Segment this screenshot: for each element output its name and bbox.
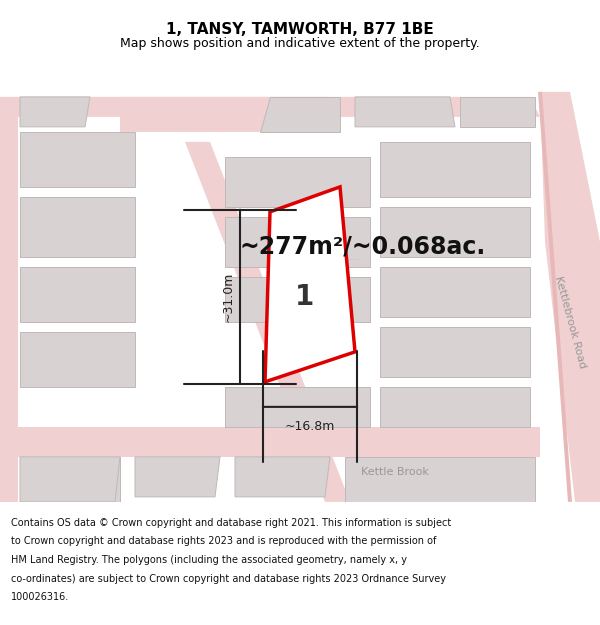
Polygon shape [540, 92, 600, 502]
Text: Kettle Brook: Kettle Brook [361, 467, 429, 477]
Polygon shape [345, 457, 535, 502]
Polygon shape [225, 277, 370, 322]
Polygon shape [225, 157, 370, 207]
Text: 1: 1 [295, 283, 314, 311]
Polygon shape [260, 97, 340, 132]
Text: Kettlebrook Road: Kettlebrook Road [553, 274, 587, 369]
Polygon shape [20, 457, 120, 502]
Polygon shape [135, 457, 220, 497]
Text: Tan...: Tan... [330, 252, 360, 262]
Text: 1, TANSY, TAMWORTH, B77 1BE: 1, TANSY, TAMWORTH, B77 1BE [166, 22, 434, 37]
Polygon shape [225, 387, 370, 427]
Polygon shape [380, 267, 530, 317]
Polygon shape [235, 457, 330, 497]
Polygon shape [380, 142, 530, 197]
Text: HM Land Registry. The polygons (including the associated geometry, namely x, y: HM Land Registry. The polygons (includin… [11, 555, 407, 565]
Polygon shape [0, 97, 18, 502]
Text: ~16.8m: ~16.8m [285, 421, 335, 433]
Polygon shape [380, 387, 530, 427]
Polygon shape [538, 92, 572, 502]
Polygon shape [20, 332, 135, 387]
Text: co-ordinates) are subject to Crown copyright and database rights 2023 Ordnance S: co-ordinates) are subject to Crown copyr… [11, 574, 446, 584]
Polygon shape [120, 97, 340, 132]
Polygon shape [380, 207, 530, 257]
Polygon shape [20, 457, 120, 502]
Polygon shape [20, 132, 135, 187]
Polygon shape [0, 97, 540, 117]
Polygon shape [185, 142, 350, 502]
Polygon shape [225, 217, 370, 267]
Text: Map shows position and indicative extent of the property.: Map shows position and indicative extent… [120, 38, 480, 51]
Polygon shape [265, 187, 355, 382]
Text: ~277m²/~0.068ac.: ~277m²/~0.068ac. [240, 235, 486, 259]
Text: 100026316.: 100026316. [11, 592, 69, 602]
Text: ~31.0m: ~31.0m [221, 272, 235, 322]
Polygon shape [20, 197, 135, 257]
Polygon shape [355, 97, 455, 127]
Polygon shape [380, 327, 530, 377]
Polygon shape [20, 267, 135, 322]
Polygon shape [20, 97, 90, 127]
Text: Contains OS data © Crown copyright and database right 2021. This information is : Contains OS data © Crown copyright and d… [11, 518, 451, 528]
Text: to Crown copyright and database rights 2023 and is reproduced with the permissio: to Crown copyright and database rights 2… [11, 536, 436, 546]
Polygon shape [460, 97, 535, 127]
Polygon shape [0, 427, 540, 457]
